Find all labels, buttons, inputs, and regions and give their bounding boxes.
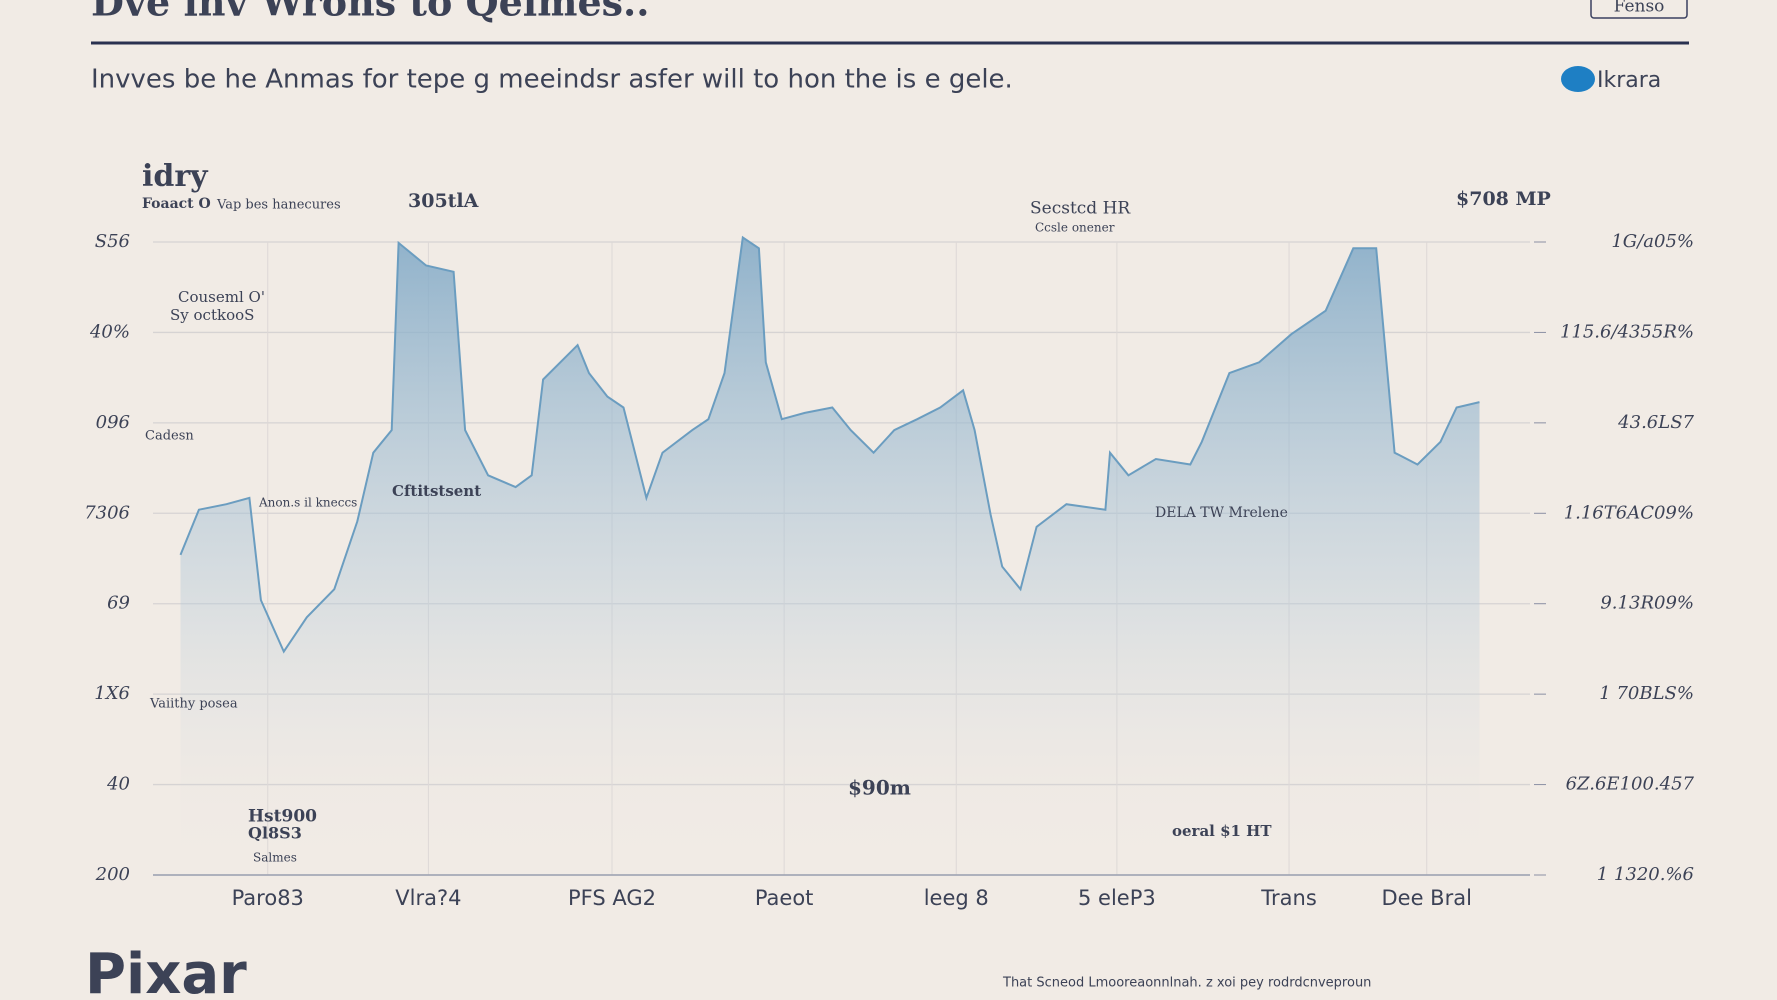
y-tick-label: 7306 — [84, 502, 130, 523]
y2-tick-label: 1 1320.%6 — [1597, 864, 1694, 885]
annotation: oeral $1 HT — [1172, 822, 1272, 840]
annotation: 305tlA — [408, 190, 479, 212]
x-tick-label: Paeot — [755, 886, 814, 910]
footer-brand: Pixar — [85, 942, 247, 1000]
x-tick-label: Paro83 — [232, 886, 304, 910]
x-tick-label: leeg 8 — [924, 886, 989, 910]
line — [179, 235, 1480, 654]
annotation: Vaiithy posea — [149, 697, 238, 712]
annotation: Ccsle onener — [1035, 221, 1115, 235]
button-label[interactable]: Fenso — [1614, 0, 1665, 17]
annotation: Hst900 — [248, 807, 317, 827]
x-tick-label: Dee Bral — [1382, 886, 1472, 910]
y-tick-label: 69 — [107, 593, 130, 614]
annotation: $708 MP — [1456, 188, 1551, 210]
annotation: Cftitstsent — [392, 482, 481, 500]
annotation: Vap bes hanecures — [216, 198, 341, 213]
annotation: idry — [142, 159, 209, 194]
y2-tick-label: 1.16T6AC09% — [1564, 502, 1694, 523]
annotation: Ql8S3 — [248, 824, 302, 843]
x-tick-label: Trans — [1260, 886, 1317, 910]
annotation: DELA TW Mrelene — [1155, 505, 1288, 521]
logo-text: Ikrara — [1597, 68, 1661, 93]
annotation: Foaact O — [142, 196, 211, 212]
y-tick-label: 40% — [89, 321, 130, 342]
x-tick-label: Vlra?4 — [395, 886, 461, 910]
button[interactable] — [1590, 0, 1688, 19]
page-title: Dve inv Wrons to Qeimes.. — [91, 0, 649, 25]
logo-icon — [1561, 66, 1595, 92]
annotation: Cadesn — [145, 429, 194, 444]
annotation: Anon.s il kneccs — [258, 496, 357, 510]
annotation: Sy octkooS — [170, 306, 254, 324]
y2-tick-label: 9.13R09% — [1600, 593, 1694, 614]
y-tick-label: 40 — [106, 774, 130, 795]
y2-tick-label: 1G/a05% — [1611, 231, 1694, 252]
annotation: Salmes — [253, 851, 297, 865]
y2-tick-label: 1 70BLS% — [1599, 683, 1694, 704]
annotation: Secstcd HR — [1030, 199, 1131, 219]
subtitle: Invves be he Anmas for tepe g meeindsr a… — [91, 65, 1013, 95]
y2-tick-label: 115.6/4355R% — [1560, 321, 1694, 342]
area — [180, 237, 1480, 875]
y-tick-label: 200 — [95, 864, 130, 885]
footer-note: That Scneod Lmooreaonnlnah. z xoi pey ro… — [1002, 976, 1371, 991]
annotation: $90m — [848, 776, 911, 800]
x-tick-label: 5 eleP3 — [1078, 886, 1156, 910]
y-tick-label: S56 — [95, 231, 130, 252]
annotation: Couseml O' — [178, 288, 265, 306]
y-tick-label: 1X6 — [94, 683, 130, 704]
y-tick-label: 096 — [96, 412, 130, 433]
x-tick-label: PFS AG2 — [568, 886, 656, 910]
y2-tick-label: 43.6LS7 — [1617, 412, 1694, 433]
y2-tick-label: 6Z.6E100.457 — [1566, 774, 1695, 795]
